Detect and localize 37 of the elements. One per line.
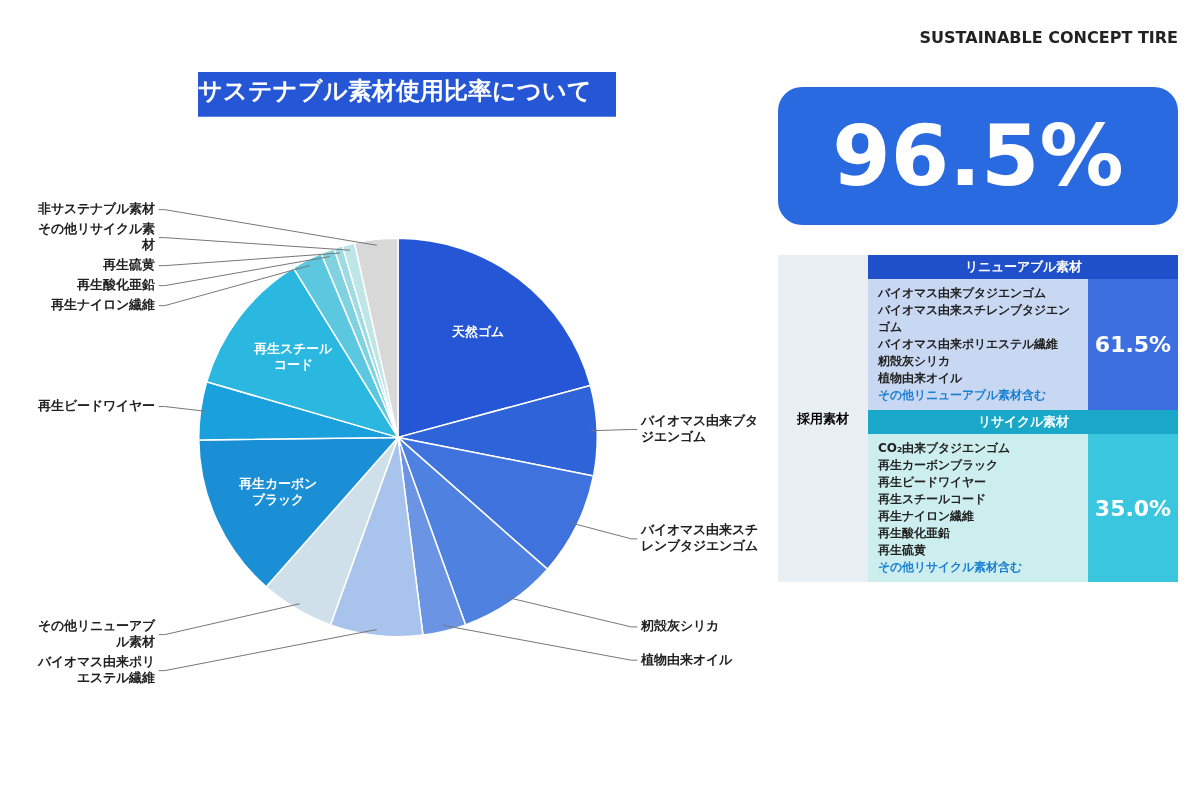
text: CO₂由来ブタジエンゴム [878, 440, 1012, 457]
text: 96.5% [778, 87, 1178, 225]
slice-label: 再生ナイロン繊維 [49, 297, 155, 313]
chart-title: サステナブル素材使用比率について [198, 76, 592, 105]
slice-label: その他リニューアブル素材 [37, 618, 156, 649]
text: 35.0% [1088, 434, 1178, 582]
text: その他リサイクル素材含む [878, 559, 1023, 576]
slice-label: 再生酸化亜鉛 [75, 277, 155, 293]
text: 採用素材 [796, 409, 850, 428]
text: 再生カーボンブラック [878, 457, 999, 474]
slice-label: 天然ゴム [450, 324, 504, 340]
text: 再生ビードワイヤー [878, 474, 987, 491]
slice-label: 再生カーボンブラック [238, 475, 318, 507]
text: リニューアブル素材 [868, 255, 1178, 279]
text: SUSTAINABLE CONCEPT TIRE [918, 28, 1178, 47]
slice-label: 再生ビードワイヤー [36, 397, 155, 413]
text: 61.5% [1088, 279, 1178, 410]
text: その他リニューアブル素材含む [878, 387, 1047, 404]
slice-label: 籾殻灰シリカ [640, 618, 720, 634]
text: バイオマス由来ブタジエンゴム [878, 285, 1047, 302]
text: 籾殻灰シリカ [878, 353, 951, 370]
text: 再生ナイロン繊維 [878, 508, 975, 525]
text: バイオマス由来スチレンブタジエンゴム [878, 302, 1071, 336]
slice-label: 再生硫黄 [101, 257, 155, 273]
slice-label: 再生スチールコード [253, 341, 334, 373]
text: リサイクル素材 [868, 410, 1178, 434]
slice-label: バイオマス由来ブタジエンゴム [640, 412, 759, 444]
text: バイオマス由来ポリエステル繊維 [878, 336, 1059, 353]
slice-label: バイオマス由来スチレンブタジエンゴム [640, 522, 759, 554]
text: 植物由来オイル [878, 370, 963, 387]
slice-label: バイオマス由来ポリエステル繊維 [36, 654, 155, 685]
slice-label: その他リサイクル素材 [37, 221, 155, 253]
slice-label: 非サステナブル素材 [36, 201, 155, 217]
text: 再生酸化亜鉛 [878, 525, 951, 542]
slice-label: 植物由来オイル [640, 651, 734, 667]
text: 再生スチールコード [878, 491, 987, 508]
text: 再生硫黄 [878, 542, 927, 559]
